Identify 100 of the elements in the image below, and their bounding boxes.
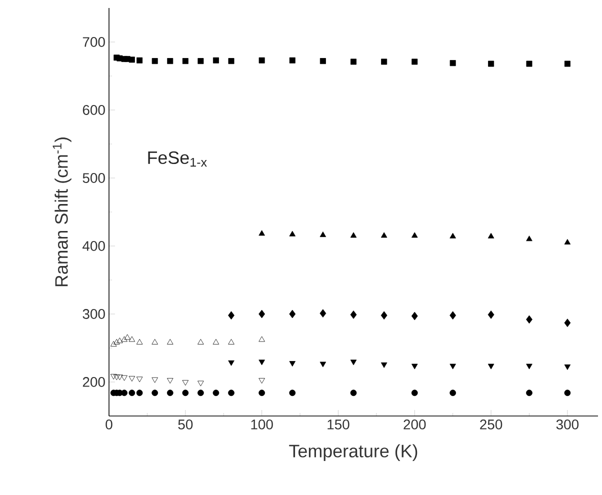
point <box>212 338 220 344</box>
point <box>488 60 494 67</box>
point <box>381 58 388 65</box>
point <box>152 58 158 64</box>
point <box>526 315 532 324</box>
x-tick-label: 0 <box>106 420 112 430</box>
point <box>526 60 532 67</box>
x-tick-label: 100 <box>251 420 273 430</box>
point <box>136 390 143 396</box>
point <box>258 390 266 396</box>
point <box>152 338 158 344</box>
point <box>166 378 174 384</box>
y-tick-label: 600 <box>82 105 105 115</box>
point <box>182 58 188 64</box>
y-tick-label: 700 <box>82 37 105 47</box>
point <box>289 310 296 318</box>
point <box>136 57 143 64</box>
point <box>152 377 158 383</box>
point <box>450 364 456 370</box>
point <box>228 360 234 366</box>
point <box>228 390 234 396</box>
point <box>258 378 265 384</box>
x-tick-label: 300 <box>556 420 579 430</box>
point <box>198 380 204 386</box>
point <box>289 390 296 396</box>
point <box>182 380 189 386</box>
x-tick-label: 150 <box>328 420 350 430</box>
point <box>212 390 220 396</box>
point <box>526 364 532 370</box>
point <box>289 361 296 367</box>
point <box>564 60 570 67</box>
point <box>380 311 388 320</box>
y-axis-title: Raman Shift (cm$^{-1}$) <box>52 138 72 286</box>
point <box>212 57 219 64</box>
point <box>110 374 117 380</box>
point <box>136 338 143 344</box>
point <box>526 390 532 396</box>
point <box>198 390 204 396</box>
point <box>258 360 265 366</box>
point <box>411 364 418 370</box>
point <box>411 390 418 396</box>
point <box>128 376 136 382</box>
point <box>350 232 357 238</box>
point <box>166 338 174 344</box>
point <box>198 338 204 344</box>
point <box>564 390 571 396</box>
point <box>258 230 265 236</box>
point <box>450 390 456 396</box>
y-tick-label: 500 <box>82 173 105 183</box>
point <box>350 58 356 65</box>
point <box>564 239 571 244</box>
point <box>166 390 174 396</box>
point <box>411 232 418 238</box>
point <box>258 57 265 64</box>
point <box>110 341 117 346</box>
x-tick-label: 200 <box>404 420 426 430</box>
point <box>128 336 136 342</box>
point <box>121 336 128 342</box>
point <box>488 310 494 319</box>
point <box>289 57 296 64</box>
point <box>350 360 357 366</box>
point <box>289 230 296 236</box>
point <box>128 390 136 396</box>
point <box>258 310 266 318</box>
point <box>116 338 123 344</box>
point <box>152 390 158 396</box>
point <box>258 336 265 342</box>
point <box>228 338 234 344</box>
point <box>228 311 234 320</box>
point <box>450 60 456 66</box>
x-tick-label: 50 <box>178 420 193 430</box>
x-tick-label: 250 <box>480 420 502 430</box>
point <box>488 232 494 238</box>
point <box>380 232 388 238</box>
point <box>182 390 189 396</box>
point <box>564 318 571 328</box>
y-tick-label: 300 <box>82 309 105 319</box>
y-tick-label: 200 <box>82 377 105 387</box>
point <box>121 375 128 381</box>
point <box>136 376 143 382</box>
point <box>488 364 494 370</box>
point <box>350 310 357 319</box>
point <box>121 390 128 396</box>
point <box>411 312 418 320</box>
x-axis-title: Temperature (K) <box>289 444 418 461</box>
point <box>320 232 326 238</box>
point <box>380 362 388 368</box>
point <box>167 58 174 64</box>
point <box>320 362 326 368</box>
point <box>450 311 456 320</box>
point <box>320 58 326 64</box>
point <box>350 390 357 396</box>
point <box>124 334 130 340</box>
point <box>320 309 326 318</box>
point <box>412 58 418 65</box>
annotation: FeSe$_{1-x}$ <box>148 151 207 167</box>
point <box>198 58 204 64</box>
point <box>114 338 120 344</box>
point <box>128 56 135 63</box>
point <box>526 236 532 242</box>
